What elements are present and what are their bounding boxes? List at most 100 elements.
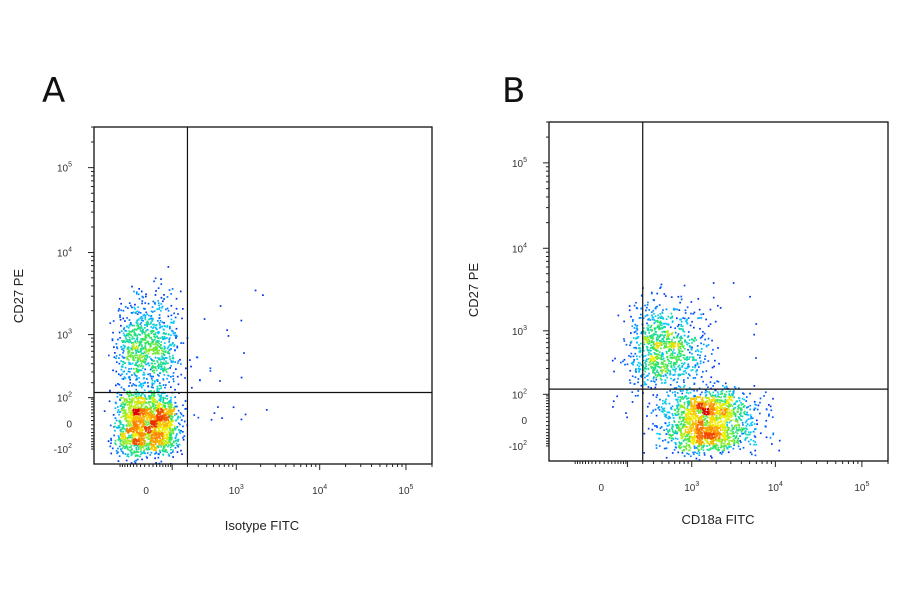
event-point	[702, 449, 705, 452]
event-point	[139, 430, 141, 433]
event-point	[689, 423, 692, 425]
event-point	[126, 437, 129, 439]
event-point	[141, 431, 143, 433]
event-point	[676, 423, 679, 426]
event-point	[141, 452, 144, 454]
event-point	[126, 427, 128, 430]
event-point	[711, 456, 713, 459]
event-point	[174, 436, 177, 439]
event-point	[146, 414, 148, 416]
event-point	[683, 384, 686, 387]
event-point	[171, 410, 173, 413]
event-point	[132, 414, 134, 416]
event-point	[140, 432, 143, 434]
event-point	[652, 380, 655, 382]
event-point	[659, 322, 662, 325]
event-point	[135, 412, 137, 414]
event-point	[656, 432, 659, 435]
event-point	[151, 331, 154, 333]
event-point	[620, 361, 622, 364]
event-point	[168, 425, 171, 428]
event-point	[665, 367, 668, 370]
event-point	[163, 324, 166, 327]
event-point	[141, 355, 144, 358]
event-point	[729, 432, 732, 435]
event-point	[670, 349, 673, 352]
event-point	[690, 369, 693, 372]
event-point	[722, 384, 724, 387]
event-point	[127, 359, 130, 361]
event-point	[724, 434, 726, 437]
event-point	[637, 361, 640, 364]
event-point	[680, 446, 683, 448]
event-point	[136, 423, 138, 426]
event-point	[154, 448, 156, 450]
event-point	[132, 431, 135, 433]
event-point	[129, 392, 131, 395]
event-point	[162, 352, 165, 355]
event-point	[144, 336, 147, 339]
event-point	[167, 374, 170, 377]
event-point	[628, 355, 630, 357]
event-point	[128, 375, 131, 378]
event-point	[152, 405, 155, 407]
event-point	[130, 334, 132, 336]
event-point	[157, 337, 160, 340]
event-point	[155, 425, 158, 428]
event-point	[152, 431, 154, 434]
event-point	[737, 437, 739, 440]
event-point	[731, 400, 733, 402]
event-point	[136, 420, 138, 423]
event-point	[125, 334, 128, 337]
event-point	[689, 356, 691, 359]
event-point	[166, 442, 168, 445]
event-point	[644, 376, 646, 379]
event-point	[128, 425, 131, 428]
event-point	[676, 335, 679, 337]
event-point	[707, 337, 710, 340]
event-point	[131, 285, 133, 288]
event-point	[686, 356, 689, 358]
event-point	[658, 344, 661, 347]
event-point	[672, 438, 675, 440]
event-point	[702, 361, 705, 364]
event-point	[161, 306, 163, 309]
event-point	[721, 392, 724, 395]
event-point	[648, 372, 650, 375]
event-point	[678, 427, 680, 429]
event-point	[140, 420, 143, 423]
event-point	[720, 426, 723, 428]
event-point	[128, 395, 130, 398]
event-point	[628, 379, 631, 381]
event-point	[665, 350, 668, 353]
event-point	[140, 341, 143, 343]
event-point	[109, 445, 112, 448]
event-point	[164, 422, 167, 425]
event-point	[728, 421, 731, 424]
event-point	[122, 396, 125, 399]
y-tick-label: 0	[66, 419, 72, 430]
event-point	[686, 321, 688, 324]
event-point	[636, 307, 639, 310]
event-point	[149, 368, 152, 371]
event-point	[659, 354, 661, 357]
event-point	[670, 342, 672, 344]
event-point	[120, 309, 123, 312]
event-point	[158, 399, 161, 401]
event-point	[136, 429, 138, 432]
event-point	[691, 436, 694, 438]
event-point	[765, 436, 768, 439]
event-point	[149, 406, 152, 409]
event-point	[135, 443, 138, 446]
event-point	[703, 452, 706, 454]
event-point	[639, 368, 642, 371]
event-point	[139, 365, 142, 368]
event-point	[127, 353, 130, 355]
event-point	[133, 290, 135, 293]
event-point	[169, 427, 171, 429]
event-point	[668, 433, 670, 436]
event-point	[143, 389, 146, 392]
event-point	[125, 340, 128, 342]
event-point	[151, 393, 153, 395]
event-point	[141, 398, 144, 400]
